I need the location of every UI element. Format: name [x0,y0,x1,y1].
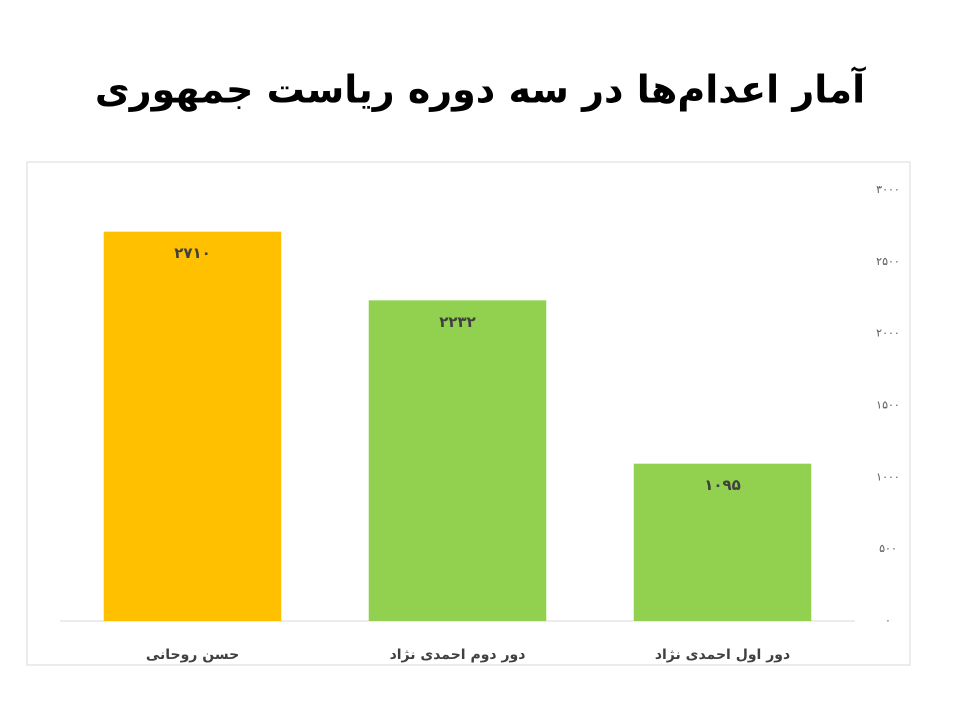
y-tick-label: ۲۰۰۰ [876,327,900,340]
x-tick-label: دور دوم احمدی نژاد [390,647,526,663]
chart-title: آمار اعدام‌ها در سه دوره ریاست جمهوری [95,66,866,113]
y-tick-label: ۳۰۰۰ [876,183,900,196]
data-label: ۲۷۱۰ [174,244,211,262]
bar [368,300,547,621]
y-tick-label: ۱۵۰۰ [876,399,900,412]
x-tick-label: دور اول احمدی نژاد [655,647,790,663]
bar [103,231,282,621]
data-label: ۲۲۳۲ [439,313,476,331]
y-tick-label: ۱۰۰۰ [876,470,900,483]
plot-frame [26,161,911,666]
x-tick-label: حسن روحانی [146,647,239,663]
bar [633,463,812,621]
y-tick-label: ۰ [885,614,891,627]
y-tick-label: ۵۰۰ [879,542,897,555]
data-label: ۱۰۹۵ [704,476,741,494]
y-tick-label: ۲۵۰۰ [876,255,900,268]
